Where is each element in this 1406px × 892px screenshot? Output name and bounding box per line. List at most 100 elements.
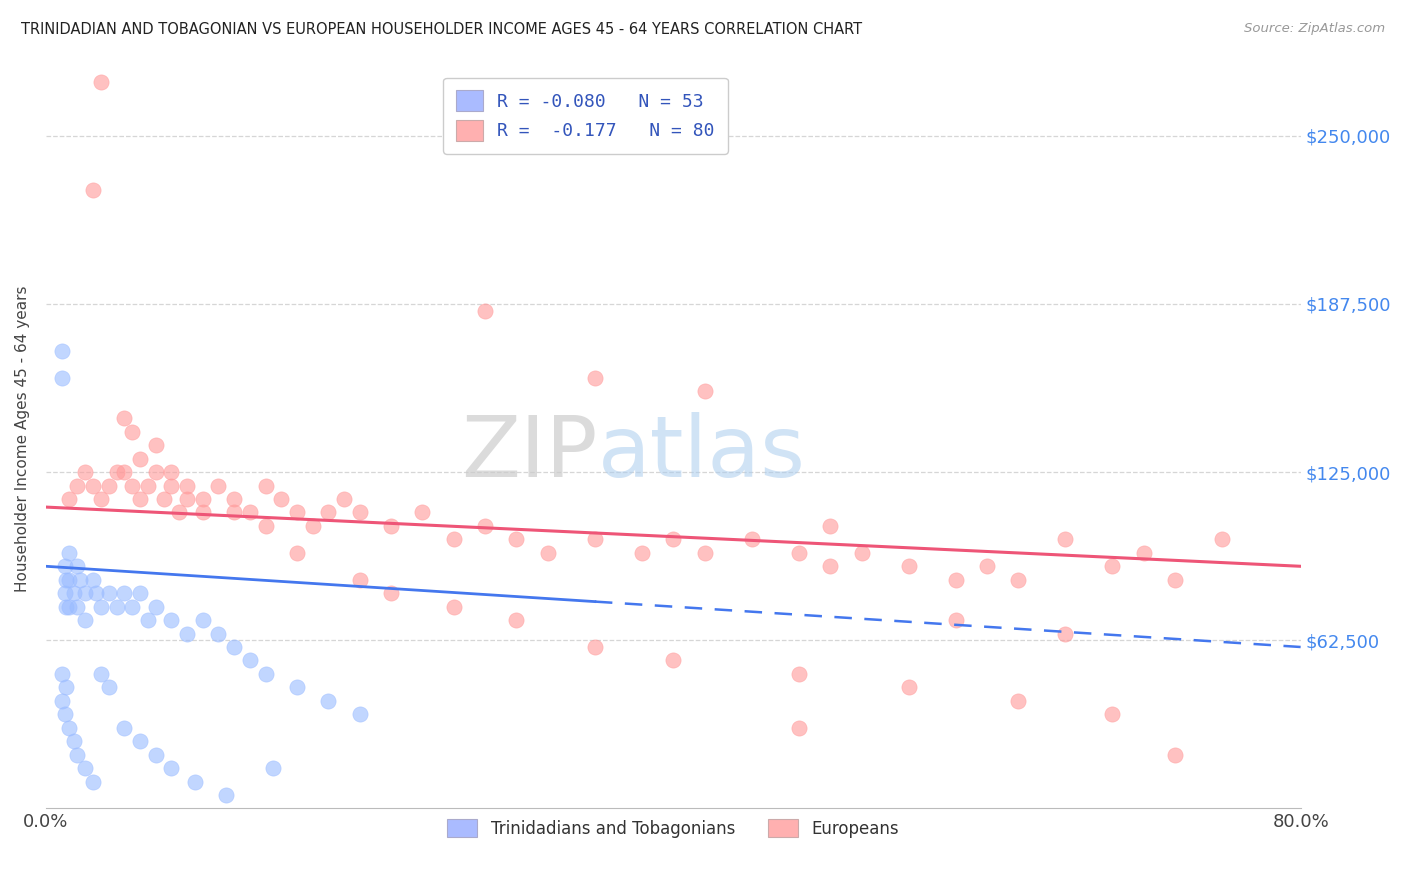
Point [976,559,998,574]
Point [55,573,77,587]
Point [97,586,120,600]
Y-axis label: Householder Income Ages 45 - 64 years: Householder Income Ages 45 - 64 years [15,285,30,591]
Point [662,533,685,547]
Point [75,465,97,479]
Point [851,546,873,560]
Point [945,573,967,587]
Point [58,721,80,735]
Point [82,573,104,587]
Point [129,734,152,748]
Point [160,465,183,479]
Legend: Trinidadians and Tobagonians, Europeans: Trinidadians and Tobagonians, Europeans [440,813,905,845]
Point [191,506,214,520]
Point [97,681,120,695]
Point [693,384,716,399]
Point [63,734,86,748]
Point [75,613,97,627]
Point [105,465,128,479]
Point [176,491,198,506]
Point [191,613,214,627]
Point [474,303,496,318]
Point [58,546,80,560]
Point [112,411,135,425]
Point [1164,747,1187,762]
Point [1054,626,1077,640]
Point [505,613,527,627]
Point [184,774,207,789]
Point [82,774,104,789]
Point [169,506,191,520]
Point [136,478,159,492]
Point [285,546,308,560]
Point [631,546,654,560]
Point [316,506,339,520]
Point [215,788,238,802]
Point [349,573,371,587]
Point [121,425,143,439]
Point [66,559,89,574]
Point [84,586,107,600]
Point [443,599,465,614]
Text: atlas: atlas [598,412,806,495]
Point [112,721,135,735]
Point [1054,533,1077,547]
Point [121,478,143,492]
Point [90,75,112,89]
Point [90,491,112,506]
Point [254,478,277,492]
Point [349,506,371,520]
Text: Source: ZipAtlas.com: Source: ZipAtlas.com [1244,22,1385,36]
Point [51,694,73,708]
Point [411,506,433,520]
Point [1101,559,1123,574]
Point [51,344,73,359]
Point [53,559,76,574]
Point [262,761,284,775]
Point [301,519,323,533]
Point [443,533,465,547]
Point [254,519,277,533]
Point [787,546,810,560]
Point [1211,533,1233,547]
Point [55,599,77,614]
Point [66,478,89,492]
Point [333,491,356,506]
Point [787,667,810,681]
Point [583,533,606,547]
Point [121,599,143,614]
Point [176,478,198,492]
Point [112,586,135,600]
Point [787,721,810,735]
Point [945,613,967,627]
Point [224,640,246,654]
Point [51,667,73,681]
Point [270,491,292,506]
Point [818,519,841,533]
Point [145,465,167,479]
Point [63,586,86,600]
Point [239,653,262,667]
Point [58,599,80,614]
Point [207,626,229,640]
Point [53,707,76,722]
Point [129,491,152,506]
Point [583,371,606,385]
Point [58,573,80,587]
Point [160,613,183,627]
Point [145,438,167,452]
Point [90,599,112,614]
Point [662,653,685,667]
Point [145,747,167,762]
Point [51,371,73,385]
Point [349,707,371,722]
Point [66,747,89,762]
Text: TRINIDADIAN AND TOBAGONIAN VS EUROPEAN HOUSEHOLDER INCOME AGES 45 - 64 YEARS COR: TRINIDADIAN AND TOBAGONIAN VS EUROPEAN H… [21,22,862,37]
Point [136,613,159,627]
Point [693,546,716,560]
Point [69,573,91,587]
Point [191,491,214,506]
Point [818,559,841,574]
Point [82,478,104,492]
Point [316,694,339,708]
Point [207,478,229,492]
